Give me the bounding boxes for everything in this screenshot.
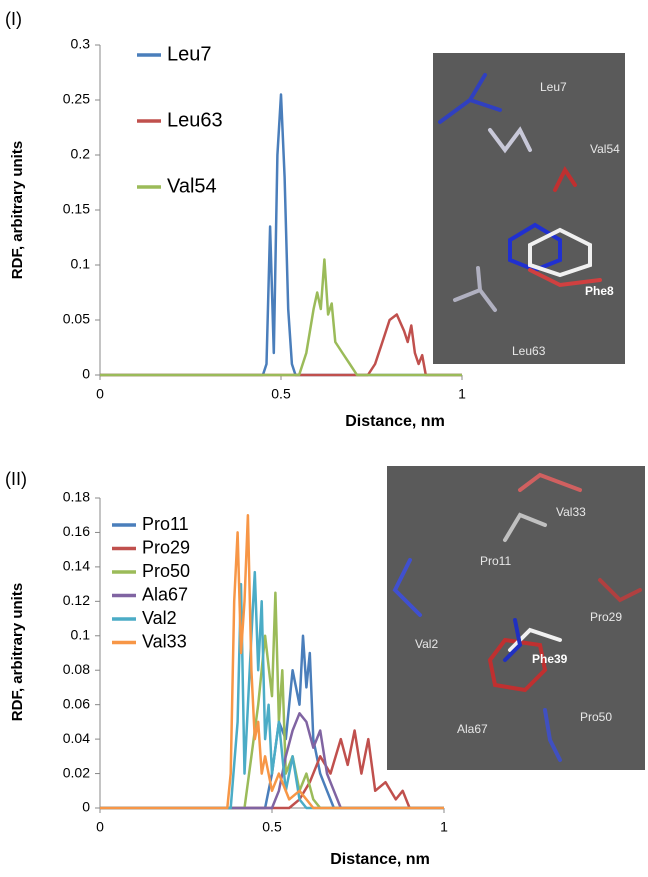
legend-label: Pro29 — [142, 537, 190, 557]
inset-label: Leu7 — [540, 80, 567, 94]
legend-label: Leu7 — [167, 43, 212, 65]
y-tick-label: 0.06 — [63, 695, 90, 711]
legend-label: Pro11 — [142, 514, 189, 534]
y-tick-label: 0.04 — [63, 730, 90, 746]
legend-label: Ala67 — [142, 584, 188, 604]
legend-label: Val54 — [167, 175, 217, 197]
panel-label: (I) — [5, 9, 22, 29]
inset-label: Phe39 — [532, 652, 568, 666]
y-tick-label: 0 — [82, 799, 90, 815]
x-tick-label: 0 — [96, 386, 104, 402]
legend-label: Val33 — [142, 631, 187, 651]
y-tick-label: 0.2 — [71, 146, 91, 162]
inset-label: Val54 — [590, 142, 620, 156]
y-tick-label: 0.02 — [63, 764, 90, 780]
x-tick-label: 0 — [96, 819, 104, 835]
inset-label: Pro50 — [580, 710, 612, 724]
inset-label: Phe8 — [585, 284, 614, 298]
x-axis-title: Distance, nm — [345, 413, 445, 430]
x-tick-label: 1 — [440, 819, 448, 835]
inset-label: Val2 — [415, 637, 438, 651]
y-tick-label: 0.1 — [71, 256, 91, 272]
y-axis-title: RDF, arbitrary units — [9, 583, 26, 721]
inset-label: Pro29 — [590, 610, 622, 624]
inset-label: Ala67 — [457, 722, 488, 736]
inset-image — [433, 53, 625, 364]
figure: (I) 0 0.05 0.1 0.15 0.2 0.25 0.3 0 0.5 1 Distance, … — [0, 0, 648, 872]
legend-label: Pro50 — [142, 561, 190, 581]
x-axis-title: Distance, nm — [330, 851, 430, 868]
y-axis-title: RDF, arbitrary units — [9, 141, 26, 279]
y-tick-label: 0.05 — [63, 311, 90, 327]
inset-label: Leu63 — [512, 344, 546, 358]
x-tick-label: 1 — [458, 386, 466, 402]
y-tick-label: 0.12 — [63, 592, 90, 608]
series-line — [100, 95, 462, 376]
y-tick-label: 0.14 — [63, 558, 90, 574]
y-tick-label: 0.18 — [63, 489, 90, 505]
inset-label: Pro11 — [480, 554, 511, 568]
x-tick-label: 0.5 — [271, 386, 291, 402]
y-tick-label: 0.1 — [71, 626, 91, 642]
y-tick-label: 0 — [82, 366, 90, 382]
series-line — [100, 260, 462, 376]
legend-label: Leu63 — [167, 109, 223, 131]
y-tick-label: 0.08 — [63, 661, 90, 677]
panel-label: (II) — [5, 469, 27, 489]
y-tick-label: 0.3 — [71, 36, 91, 52]
inset-label: Val33 — [556, 505, 586, 519]
y-tick-label: 0.15 — [63, 201, 90, 217]
series-line — [100, 315, 462, 376]
y-tick-label: 0.25 — [63, 91, 90, 107]
y-tick-label: 0.16 — [63, 523, 90, 539]
legend-label: Val2 — [142, 608, 177, 628]
x-tick-label: 0.5 — [262, 819, 282, 835]
